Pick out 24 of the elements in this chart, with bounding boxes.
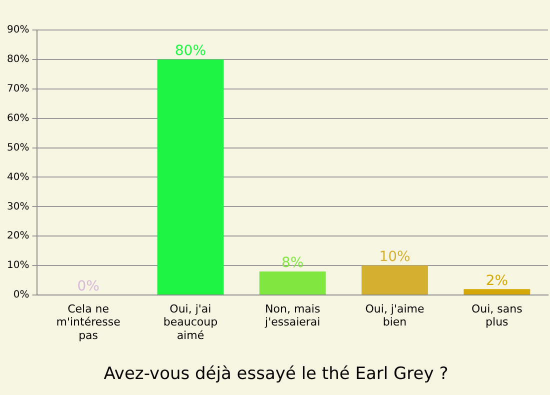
text: Avez-vous déjà essayé le thé Earl Grey ?	[104, 364, 448, 384]
y-tick-label: 40%	[6, 172, 30, 183]
data-label: 0%	[77, 278, 100, 295]
bar	[464, 289, 530, 294]
y-tick-label: 50%	[6, 142, 30, 154]
bar	[157, 59, 224, 294]
y-tick-label: 90%	[6, 24, 30, 36]
bar	[362, 266, 428, 294]
y-tick-label: 0%	[13, 290, 30, 301]
data-label: 2%	[486, 272, 508, 289]
y-tick-label: 80%	[6, 54, 30, 66]
data-label: 10%	[379, 249, 410, 266]
x-tick-label: Cela ne m'intéresse pas	[56, 302, 121, 342]
bar	[259, 271, 326, 294]
y-tick-label: 60%	[6, 112, 30, 124]
x-tick-label: Oui, sans plus	[471, 302, 523, 329]
y-tick-label: 70%	[6, 83, 30, 94]
y-tick-label: 20%	[6, 230, 30, 242]
y-tick-label: 10%	[6, 260, 30, 272]
y-tick-label: 30%	[6, 201, 30, 212]
x-tick-label: Oui, j'aime bien	[365, 302, 425, 329]
x-tick-label: Oui, j'ai beaucoup aimé	[163, 302, 218, 342]
data-label: 80%	[174, 43, 206, 60]
x-tick-label: Non, mais j'essaierai	[264, 302, 320, 329]
